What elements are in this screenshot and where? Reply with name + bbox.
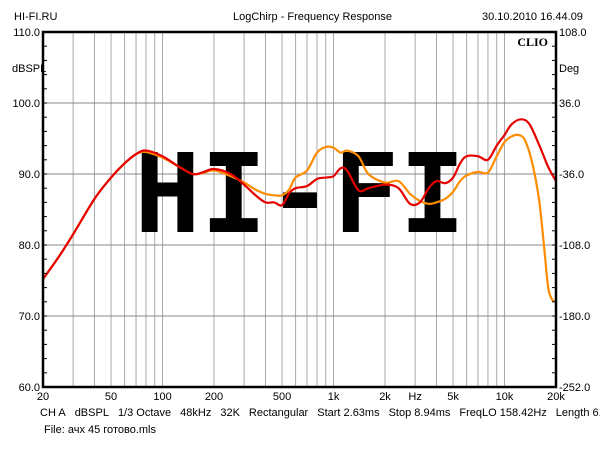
x-tick-label: 100 [153, 391, 171, 400]
y-tick-label: 60.0 [19, 382, 40, 394]
param-item: Start 2.63ms [317, 407, 380, 419]
param-item: FreqLO 158.42Hz [459, 407, 547, 419]
x-tick-label: 1k [328, 391, 340, 400]
y2-tick-label: 108.0 [559, 27, 587, 39]
timestamp: 30.10.2010 16.44.09 [482, 11, 583, 23]
y2-tick-label: -252.0 [559, 382, 590, 394]
param-item: dBSPL [74, 407, 109, 419]
hi-fi-watermark: HI-FI [134, 130, 465, 258]
series-line-red [42, 118, 557, 280]
y2-tick-label: -180.0 [559, 311, 590, 323]
x-tick-label: 5k [447, 391, 459, 400]
chart-title: LogChirp - Frequency Response [233, 11, 392, 23]
y-tick-label: 100.0 [12, 98, 40, 110]
x-tick-label: 200 [205, 391, 223, 400]
x-tick-label: 10k [496, 391, 514, 400]
y2-tick-label: 36.0 [559, 98, 580, 110]
x-tick-label: 20 [37, 391, 49, 400]
clio-brand: CLIO [517, 35, 548, 49]
param-item: CH A [40, 407, 66, 419]
y-tick-label: 90.0 [19, 169, 40, 181]
measurement-params: CH A dBSPL 1/3 Octave 48kHz 32K Rectangular St… [40, 407, 600, 419]
x-unit-label: Hz [408, 391, 421, 400]
y-axis-label: dBSPL [12, 63, 46, 75]
y-tick-label: 80.0 [19, 240, 40, 252]
param-item: 32K [220, 407, 240, 419]
x-tick-label: 2k [379, 391, 391, 400]
site-label: HI-FI.RU [14, 11, 58, 23]
y2-tick-label: -108.0 [559, 240, 590, 252]
y2-axis-label: Deg [559, 63, 579, 75]
x-tick-label: 500 [273, 391, 291, 400]
y-tick-label: 110.0 [13, 27, 40, 39]
param-item: 48kHz [180, 407, 212, 419]
file-name: File: ачх 45 готово.mls [44, 424, 156, 436]
param-item: Stop 8.94ms [388, 407, 451, 419]
y2-tick-label: -36.0 [559, 169, 584, 181]
param-item: 1/3 Octave [117, 407, 172, 419]
plot-frame [41, 30, 558, 389]
x-tick-label: 50 [105, 391, 117, 400]
param-item: Rectangular [248, 407, 309, 419]
frequency-response-chart: HI-FI 60.0 -252.0 70.0 -180.0 80.0 -108.0 90.0… [12, 27, 590, 400]
x-tick-label: 20k [547, 391, 565, 400]
param-item: Length 6.31ms [555, 407, 600, 419]
y-tick-label: 70.0 [19, 311, 40, 323]
